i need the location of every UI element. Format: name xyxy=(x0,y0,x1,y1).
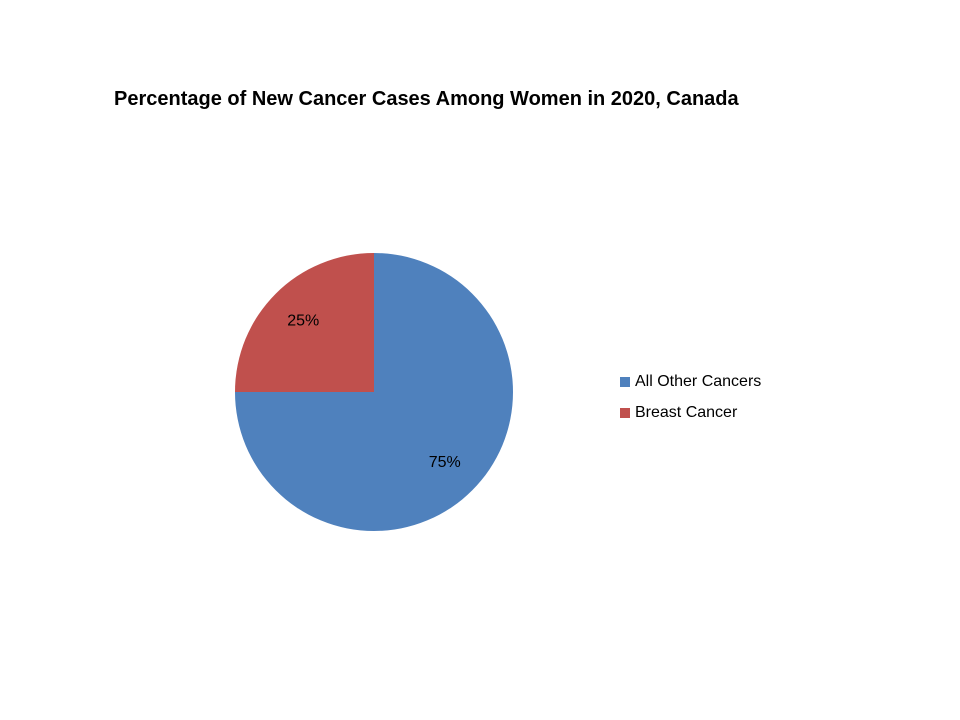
legend-swatch-all-other-cancers xyxy=(620,376,630,387)
legend-swatch-breast-cancer xyxy=(620,407,630,418)
legend-item-breast-cancer: Breast Cancer xyxy=(620,397,761,428)
chart-legend: All Other Cancers Breast Cancer xyxy=(620,366,761,428)
legend-label-all-other-cancers: All Other Cancers xyxy=(635,372,762,390)
data-label-all-other-cancers: 75% xyxy=(429,454,461,471)
chart-title: Percentage of New Cancer Cases Among Wom… xyxy=(114,88,739,110)
data-label-breast-cancer: 25% xyxy=(287,312,319,329)
legend-label-breast-cancer: Breast Cancer xyxy=(635,403,738,421)
pie-slice-breast-cancer xyxy=(235,253,374,392)
legend-item-all-other-cancers: All Other Cancers xyxy=(620,366,761,397)
